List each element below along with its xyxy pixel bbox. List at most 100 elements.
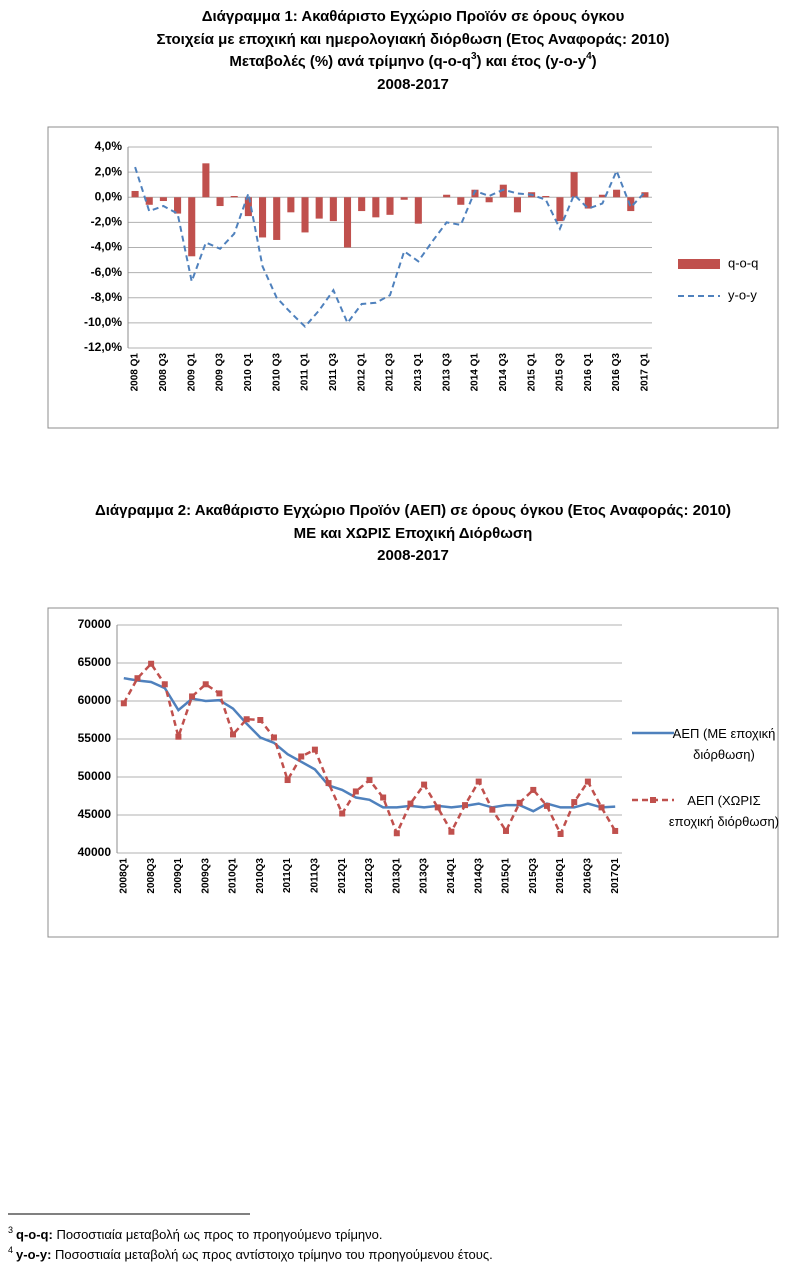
bar — [315, 197, 323, 219]
legend-label: ΑΕΠ (ΜΕ εποχική διόρθωση) — [672, 726, 776, 762]
marker — [161, 681, 168, 688]
x-tick-label: 2013Q3 — [419, 858, 430, 894]
footnote-text: Ποσοστιαία μεταβολή ως προς το προηγούμε… — [53, 1227, 383, 1242]
x-tick-label: 2014 Q3 — [498, 353, 509, 392]
bar — [343, 197, 352, 248]
bar — [159, 197, 167, 202]
chart-title: Διάγραμμα 2: Ακαθάριστο Εγχώριο Προϊόν (… — [95, 502, 731, 519]
superscript: 3 — [471, 51, 477, 62]
y-tick-label: -10,0% — [84, 315, 122, 329]
x-tick-label: 2008 Q3 — [158, 353, 169, 392]
bar — [259, 197, 267, 238]
marker — [489, 806, 496, 813]
y-tick-label: -6,0% — [91, 265, 123, 279]
marker — [311, 746, 318, 753]
bar — [584, 197, 592, 209]
bar — [174, 197, 182, 214]
marker — [571, 799, 578, 806]
x-tick-label: 2016 Q1 — [583, 353, 594, 392]
x-tick-label: 2012 Q3 — [385, 353, 396, 392]
x-tick-label: 2010Q3 — [255, 858, 266, 894]
series-line — [123, 676, 616, 813]
y-tick-label: 45000 — [78, 807, 112, 821]
x-tick-label: 2015 Q1 — [526, 353, 537, 392]
bar — [287, 197, 295, 213]
marker — [243, 716, 250, 723]
legend-label-box: ΑΕΠ (ΧΩΡΙΣ εποχική διόρθωση) — [669, 793, 779, 829]
bar — [556, 197, 564, 222]
bar — [485, 197, 493, 203]
x-tick-label: 2013 Q1 — [413, 353, 424, 392]
x-tick-label: 2016Q1 — [555, 858, 566, 894]
bar — [613, 189, 621, 198]
legend-marker — [650, 797, 656, 803]
bar — [414, 197, 422, 224]
bar — [627, 197, 635, 212]
marker — [257, 717, 264, 723]
bar — [542, 195, 550, 198]
title-part: ) και έτος (y-o-y — [477, 53, 587, 70]
x-tick-label: 2014Q1 — [446, 858, 457, 894]
footnote-text: Ποσοστιαία μεταβολή ως προς αντίστοιχο τ… — [51, 1247, 492, 1262]
bar — [301, 197, 309, 233]
bar — [641, 192, 649, 198]
superscript: 4 — [586, 51, 592, 62]
x-tick-label: 2013 Q3 — [441, 353, 452, 392]
bar — [513, 197, 521, 213]
marker — [543, 802, 550, 809]
marker — [448, 828, 455, 835]
x-tick-label: 2011 Q1 — [300, 353, 311, 391]
marker — [148, 660, 155, 667]
marker — [502, 827, 509, 834]
x-tick-label: 2011Q3 — [310, 858, 321, 893]
x-tick-label: 2012Q1 — [337, 858, 348, 894]
marker — [366, 777, 373, 784]
marker — [516, 799, 523, 806]
y-tick-label: 50000 — [78, 769, 112, 783]
marker — [175, 733, 182, 740]
marker — [393, 830, 400, 837]
marker — [598, 804, 605, 811]
marker — [298, 753, 305, 760]
y-tick-label: 55000 — [78, 731, 112, 745]
x-tick-label: 2008Q3 — [146, 858, 157, 894]
legend-label-box: ΑΕΠ (ΜΕ εποχική διόρθωση) — [672, 726, 776, 762]
x-tick-label: 2008 Q1 — [130, 353, 141, 392]
marker — [380, 794, 387, 801]
bar — [244, 197, 252, 217]
x-tick-label: 2015 Q3 — [555, 353, 566, 392]
marker — [434, 804, 441, 811]
marker — [530, 786, 537, 793]
footnote: 4 y-o-y: Ποσοστιαία μεταβολή ως προς αντί… — [8, 1245, 493, 1262]
footnote-mark: 3 — [8, 1225, 13, 1235]
bar — [273, 197, 281, 240]
series-line — [122, 661, 617, 838]
bar — [230, 195, 238, 198]
title-part: Μεταβολές (%) ανά τρίμηνο (q-o-q — [229, 53, 471, 70]
bar — [400, 197, 408, 200]
chart-title: 2008-2017 — [377, 76, 449, 93]
y-tick-label: 2,0% — [95, 164, 123, 178]
marker — [352, 788, 359, 795]
bar — [372, 197, 380, 218]
x-tick-label: 2016 Q3 — [611, 353, 622, 392]
bar — [329, 197, 337, 222]
chart-title: Στοιχεία με εποχική και ημερολογιακή διό… — [157, 31, 670, 48]
marker — [325, 780, 332, 787]
bar — [216, 197, 224, 207]
marker — [557, 831, 564, 837]
bar — [386, 197, 394, 215]
marker — [216, 690, 223, 697]
y-tick-label: -8,0% — [91, 290, 123, 304]
marker — [202, 681, 209, 688]
footnote-term: q-o-q: — [16, 1227, 53, 1242]
legend-swatch — [678, 259, 720, 269]
bar — [145, 197, 153, 205]
bar — [358, 197, 366, 212]
bar — [570, 172, 578, 198]
legend-label: y-o-y — [728, 287, 757, 302]
x-tick-label: 2010 Q3 — [271, 353, 282, 392]
x-tick-label: 2014Q3 — [473, 858, 484, 894]
